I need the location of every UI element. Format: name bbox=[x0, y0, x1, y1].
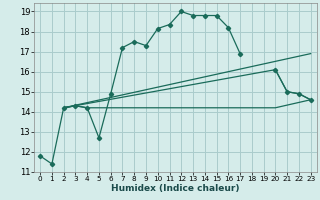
X-axis label: Humidex (Indice chaleur): Humidex (Indice chaleur) bbox=[111, 184, 240, 193]
